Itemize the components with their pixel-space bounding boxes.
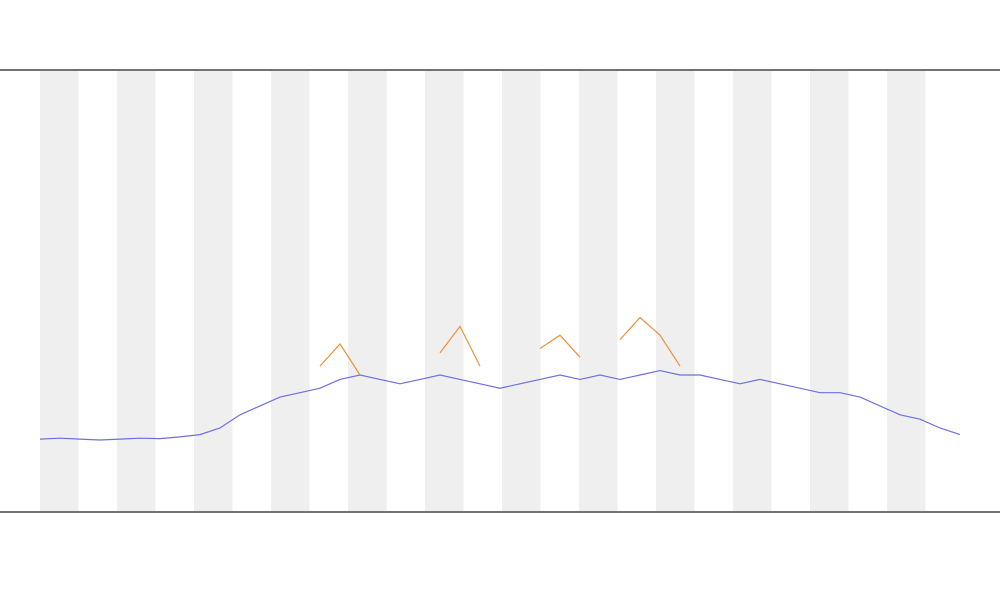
shading-bands	[40, 71, 926, 511]
shading-band	[733, 71, 772, 511]
shading-band	[40, 71, 79, 511]
shading-band	[348, 71, 387, 511]
shading-band	[502, 71, 541, 511]
shading-band	[579, 71, 618, 511]
shading-band	[656, 71, 695, 511]
shading-band	[425, 71, 464, 511]
shading-band	[194, 71, 233, 511]
data-line	[39, 369, 961, 441]
shading-band	[117, 71, 156, 511]
shading-band	[271, 71, 310, 511]
shading-band	[810, 71, 849, 511]
shading-band	[887, 71, 926, 511]
data-line	[319, 316, 681, 376]
